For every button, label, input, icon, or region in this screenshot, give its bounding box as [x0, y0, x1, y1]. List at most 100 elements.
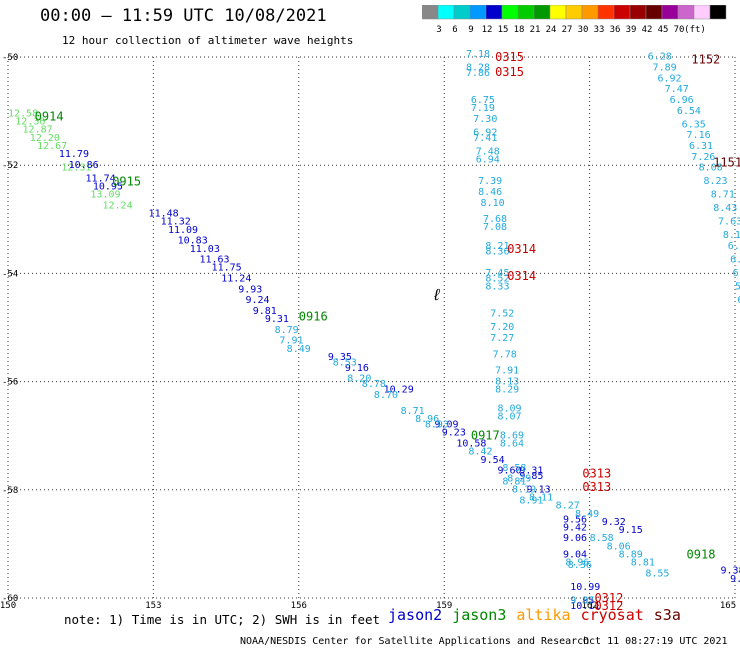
legend-altika: altika [516, 606, 571, 624]
wave-height-value: 7.52 [490, 309, 514, 320]
wave-height-value: 7.18 [466, 49, 490, 60]
wave-height-value: 8.71 [711, 190, 735, 201]
wave-height-value: 6.35 [682, 119, 706, 130]
wave-height-value: 10.83 [178, 236, 208, 247]
pass-time-label: 0312 [594, 591, 623, 605]
pass-time-label: 0314 [507, 269, 536, 283]
legend-s3a: s3a [653, 606, 681, 624]
wave-height-value: 6.92 [657, 73, 681, 84]
scale-label: 6 [452, 25, 457, 35]
wave-height-value: 11.79 [59, 149, 89, 160]
wave-height-value: 9.85 [519, 471, 543, 482]
wave-height-value: 6.94 [476, 154, 500, 165]
wave-height-value: 8.06 [607, 541, 631, 552]
wave-height-value: 8.93 [425, 420, 449, 431]
pass-time-label: 0915 [112, 174, 141, 188]
wave-height-value: 9.87 [570, 595, 594, 606]
scale-label: 21 [530, 25, 541, 35]
credit-text: NOAA/NESDIS Center for Satellite Applica… [240, 636, 590, 647]
longitude-tick-label: 159 [436, 601, 452, 610]
wave-height-value: 9.06 [563, 533, 587, 544]
wave-height-value: 10.11 [570, 601, 600, 610]
wave-height-value: 6.75 [471, 95, 495, 106]
wave-height-value: 7.86 [466, 68, 490, 79]
wave-height-value: 9.93 [238, 284, 262, 295]
wave-height-value: 6.96 [670, 95, 694, 106]
wave-height-value: 9.32 [602, 517, 626, 528]
wave-height-value: 8.13 [495, 376, 519, 387]
wave-height-value: 7.63 [718, 217, 740, 228]
wave-height-value: 8.55 [645, 568, 669, 579]
scale-label: 30 [578, 25, 589, 35]
wave-height-value: 8.96 [415, 414, 439, 425]
wave-height-value: 9.23 [442, 428, 466, 439]
wave-height-value: 9.95 [570, 595, 594, 606]
wave-height-value: 8.36 [485, 246, 509, 257]
legend-jason2: jason2 [388, 606, 443, 624]
wave-height-value: 8.79 [275, 325, 299, 336]
longitude-tick-label: 162 [581, 601, 597, 610]
wave-height-value: 9.35 [328, 352, 352, 363]
scale-label: 70 [674, 25, 685, 35]
wave-height-value: 8.89 [619, 549, 643, 560]
scale-label: 24 [546, 25, 557, 35]
wave-height-value: 9.42 [563, 522, 587, 533]
pass-time-label: 0312 [594, 599, 623, 610]
wave-height-value: 7.20 [490, 322, 514, 333]
wave-height-value: 8.20 [347, 374, 371, 385]
latitude-tick-label: -60 [2, 594, 18, 604]
scale-label: 45 [658, 25, 669, 35]
wave-height-value: 8.53 [333, 357, 357, 368]
wave-height-value: 11.09 [168, 225, 198, 236]
wave-height-value: 8.21 [485, 241, 509, 252]
wave-height-value: 9.38 [720, 566, 740, 577]
wave-height-value: 6.21 [737, 295, 740, 306]
wave-height-value: 9.24 [245, 295, 269, 306]
wave-height-value: 12.67 [37, 141, 67, 152]
wave-height-value: 6.28 [648, 52, 672, 63]
scale-label: 33 [594, 25, 605, 35]
wave-height-value: 8.29 [507, 474, 531, 485]
map-title: 00:00 – 11:59 UTC 10/08/2021 [40, 6, 327, 26]
pass-time-label: 0313 [582, 467, 611, 481]
wave-height-value: 9.69 [730, 574, 740, 585]
map-subtitle: 12 hour collection of altimeter wave hei… [62, 34, 354, 47]
scale-label: 9 [468, 25, 473, 35]
scale-label: 12 [482, 25, 493, 35]
wave-height-value: 9.09 [435, 420, 459, 431]
wave-height-value: 11.48 [149, 209, 179, 220]
longitude-tick-label: 153 [145, 601, 161, 610]
wave-height-value: 6.31 [689, 141, 713, 152]
wave-height-value: 12.24 [103, 200, 133, 211]
wave-height-value: 7.78 [493, 349, 517, 360]
latitude-tick-label: -52 [2, 161, 18, 171]
wave-height-value: 6.92 [473, 127, 497, 138]
wave-height-value: 8.58 [502, 463, 526, 474]
wave-height-value: 11.63 [199, 255, 229, 266]
wave-height-value: 6.54 [677, 106, 701, 117]
wave-height-value: 7.48 [476, 146, 500, 157]
wave-height-value: 8.08 [699, 163, 723, 174]
wave-height-value: 8.81 [631, 558, 655, 569]
wave-height-value: 8.69 [500, 430, 524, 441]
wave-height-value: 7.45 [485, 268, 509, 279]
scale-label: 18 [514, 25, 525, 35]
wave-height-value: 7.41 [473, 133, 497, 144]
wave-height-value: 8.23 [703, 176, 727, 187]
wave-height-value: 6.07 [733, 268, 740, 279]
wave-height-value: 8.52 [485, 274, 509, 285]
scale-swatch [709, 5, 727, 20]
wave-height-value: 9.13 [527, 485, 551, 496]
wave-height-value: 8.70 [374, 390, 398, 401]
wave-height-value: 7.39 [478, 176, 502, 187]
wave-height-value: 9.81 [253, 306, 277, 317]
wave-height-value: 7.68 [483, 214, 507, 225]
longitude-tick-label: 156 [291, 601, 307, 610]
wave-height-value: 7.27 [490, 333, 514, 344]
latitude-tick-label: -56 [2, 378, 18, 388]
wave-height-value: 8.58 [590, 533, 614, 544]
pass-time-label: 0313 [582, 480, 611, 494]
wave-height-value: 10.29 [384, 384, 414, 395]
wave-height-value: 8.42 [468, 447, 492, 458]
